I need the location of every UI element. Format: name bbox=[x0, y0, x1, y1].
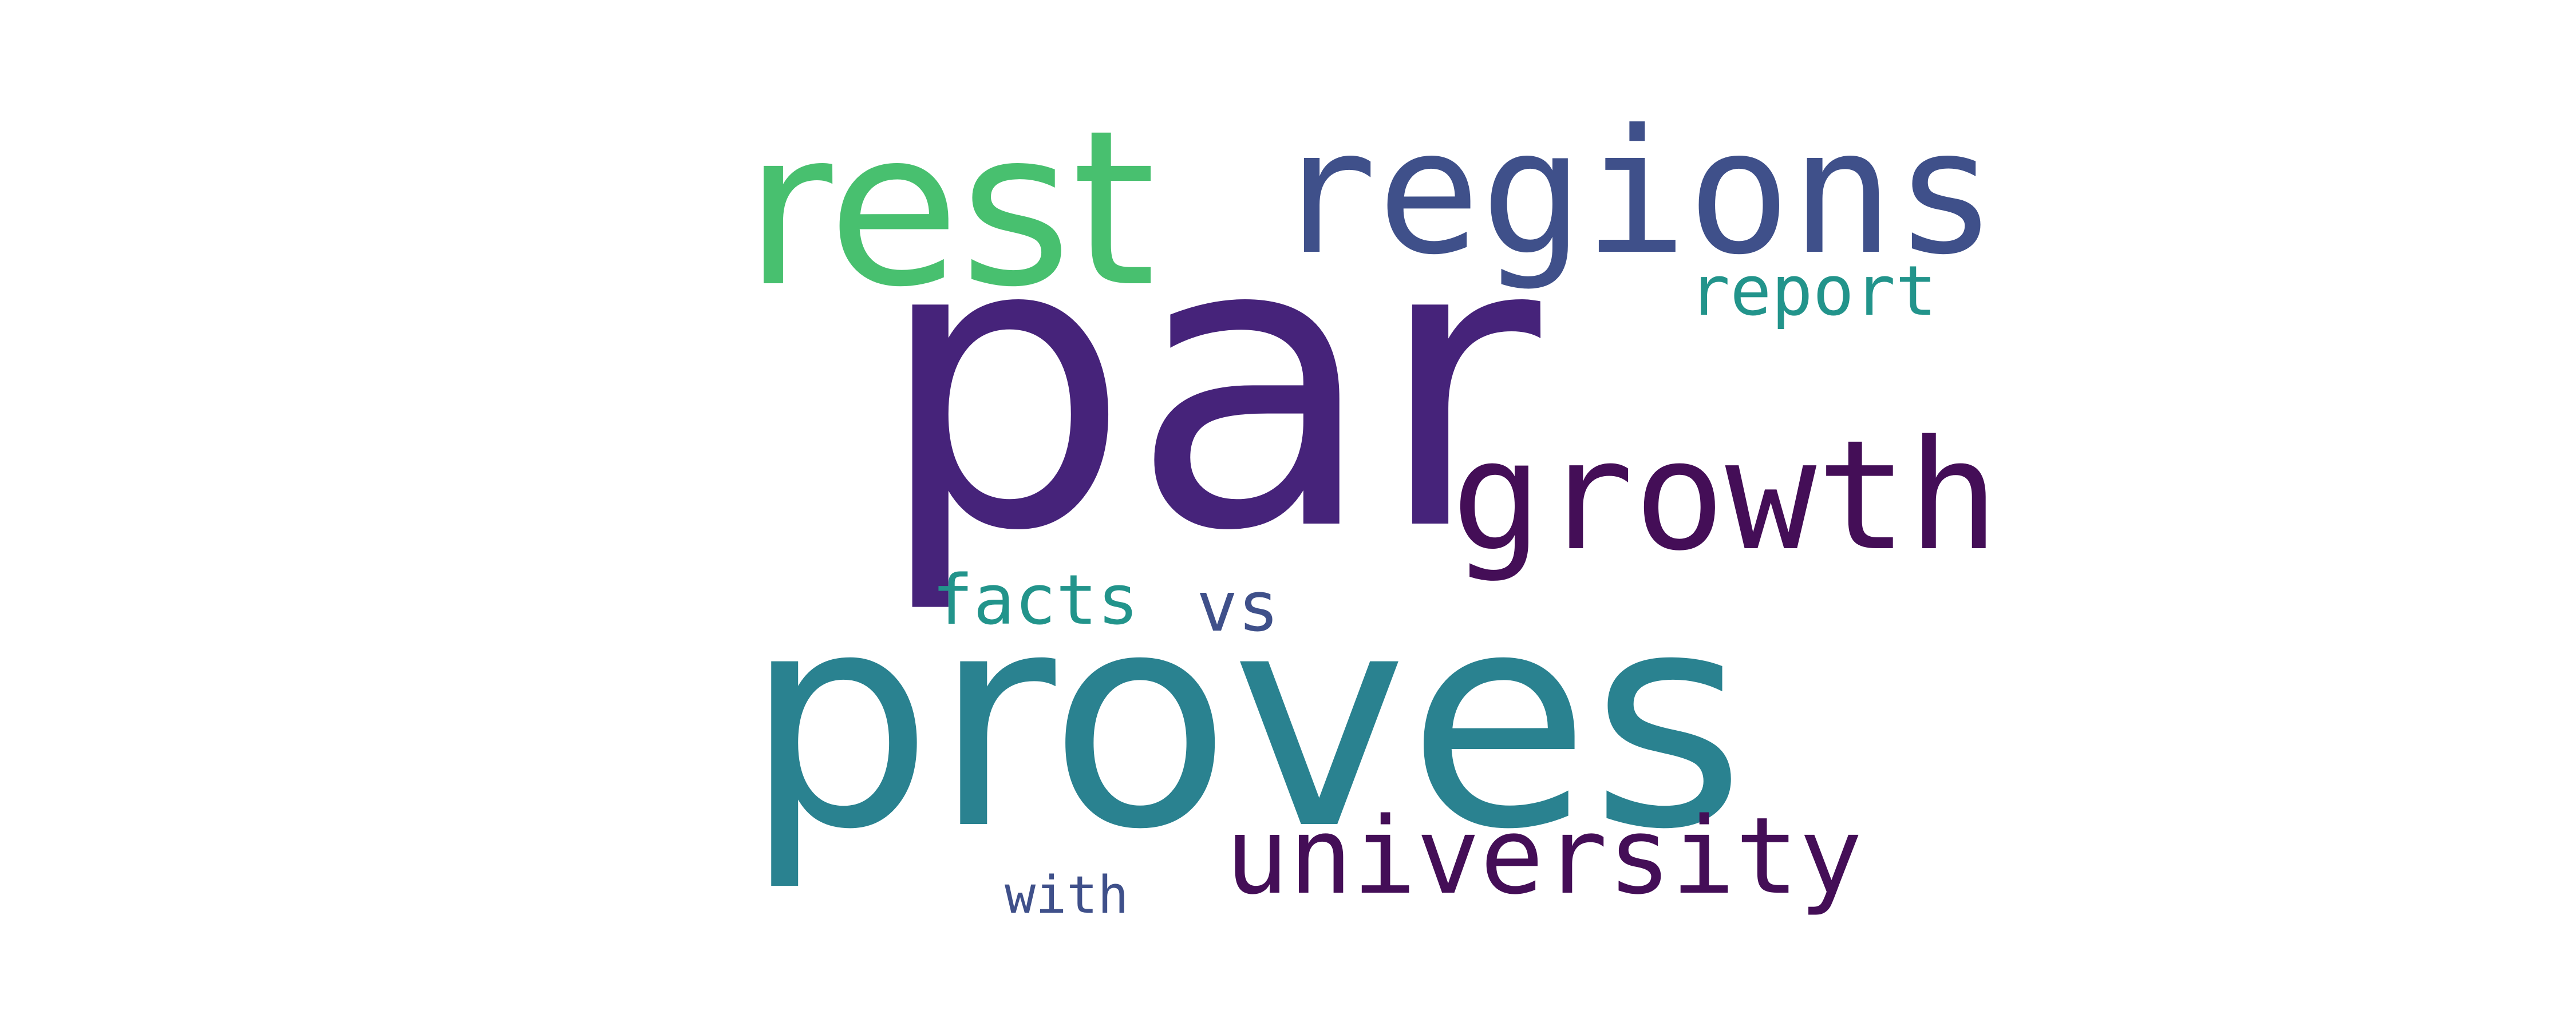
word-regions: regions bbox=[1274, 93, 1997, 292]
word-with: with bbox=[1005, 865, 1129, 925]
word-rest: rest bbox=[744, 85, 1156, 334]
word-facts: facts bbox=[932, 561, 1139, 640]
word-vs: vs bbox=[1196, 568, 1279, 647]
word-report: report bbox=[1689, 252, 1937, 331]
word-growth: growth bbox=[1451, 408, 1999, 584]
word-university: university bbox=[1225, 794, 1863, 918]
word-par: par bbox=[876, 152, 1545, 619]
word-proves: proves bbox=[744, 548, 1745, 894]
